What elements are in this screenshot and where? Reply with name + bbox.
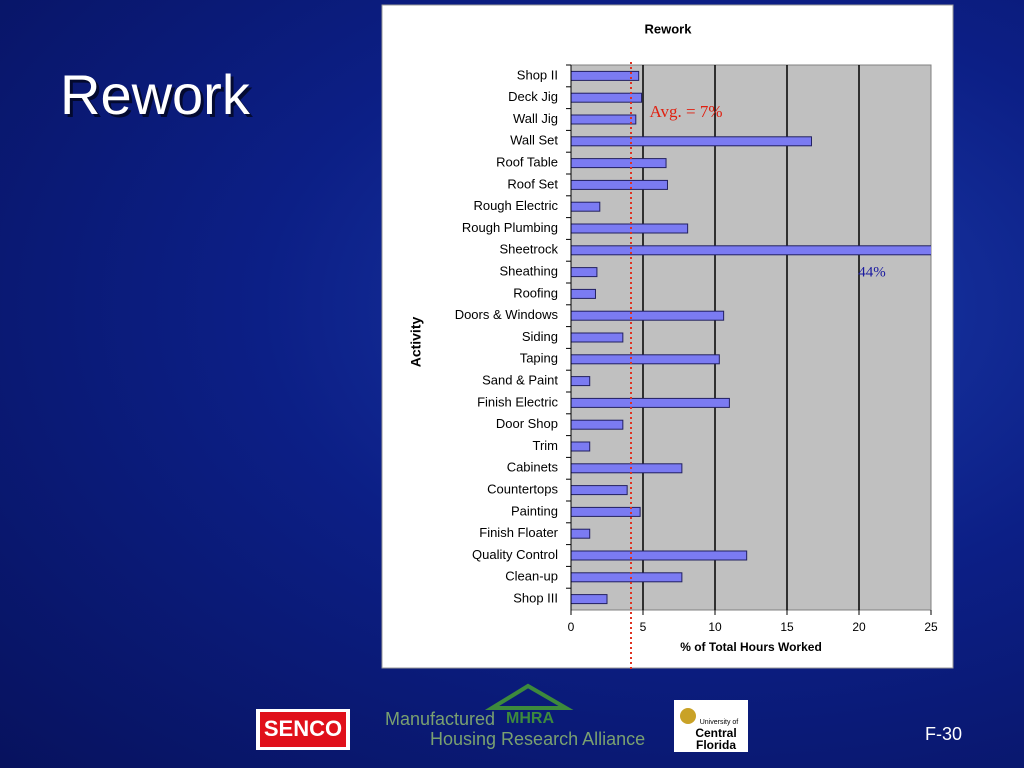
y-tick-label: Trim [532,438,558,453]
bar [571,572,683,583]
bar [571,245,931,256]
y-tick-label: Shop II [517,67,558,82]
y-tick-label: Door Shop [496,416,558,431]
ucf-text: University of [700,719,739,726]
chart-title: Rework [645,21,693,36]
y-tick-label: Painting [511,503,558,518]
bar [571,485,628,496]
ucf-text: Central [695,726,736,740]
y-tick-label: Wall Set [510,133,558,148]
bar [571,332,624,343]
bar [571,376,591,387]
bar [571,223,689,234]
bar [571,136,812,147]
x-tick-label: 0 [568,620,575,634]
y-tick-label: Roof Set [507,176,558,191]
y-tick-label: Sheathing [499,264,558,279]
bar [571,158,667,169]
bar [571,506,641,517]
bar [571,201,601,212]
page-number: F-30 [925,724,962,744]
y-tick-label: Quality Control [472,547,558,562]
bar [571,288,596,299]
plot-area [570,64,932,611]
x-tick-label: 15 [780,620,794,634]
slide-title: Rework [60,63,251,126]
y-tick-label: Wall Jig [513,111,558,126]
y-axis-label: Activity [408,317,424,368]
y-tick-label: Roofing [513,285,558,300]
x-tick-label: 5 [640,620,647,634]
mhra-text: Manufactured [385,709,495,729]
bar [571,70,640,81]
bar [571,550,748,561]
bar [571,354,720,365]
mhra-roof [484,683,574,710]
x-tick-label: 25 [924,620,938,634]
senco-text: SENCO [264,716,342,741]
senco-logo [260,712,346,747]
ucf-text: Florida [696,738,736,752]
y-tick-label: Clean-up [505,569,558,584]
bar [571,441,591,452]
x-axis-label: % of Total Hours Worked [680,640,822,654]
y-tick-label: Rough Electric [473,198,558,213]
bar [571,92,643,103]
sheetrock-annotation: 44% [858,264,886,280]
y-tick-label: Shop III [513,591,558,606]
y-tick-label: Finish Electric [477,394,558,409]
bars [571,70,931,605]
bar [571,179,668,190]
bar [571,594,608,605]
y-tick-label: Siding [522,329,558,344]
bar [571,463,683,474]
bar [571,397,730,408]
x-tick-label: 10 [708,620,722,634]
y-tick-label: Rough Plumbing [462,220,558,235]
mhra-text: Housing Research Alliance [430,729,645,749]
plot: 0 5 10 15 20 25 Shop II Deck Jig Wall Jig Wall Se… [455,64,938,634]
y-tick-label: Doors & Windows [455,307,559,322]
bar [571,528,591,539]
y-tick-label: Deck Jig [508,89,558,104]
title-shadow: Rework [63,66,254,129]
bar [571,267,598,278]
mhra-badge: MHRA [506,710,554,727]
bar [571,310,725,321]
y-tick-label: Cabinets [507,460,559,475]
y-tick-label: Roof Table [496,155,558,170]
y-tick-label: Sand & Paint [482,373,558,388]
y-tick-label: Countertops [487,482,558,497]
y-tick-label: Sheetrock [499,242,558,257]
bar [571,114,637,125]
y-tick-label: Finish Floater [479,525,558,540]
x-tick-label: 20 [852,620,866,634]
y-tick-label: Taping [520,351,558,366]
bar [571,419,624,430]
ucf-pegasus [680,708,696,724]
average-annotation: Avg. = 7% [649,102,722,121]
